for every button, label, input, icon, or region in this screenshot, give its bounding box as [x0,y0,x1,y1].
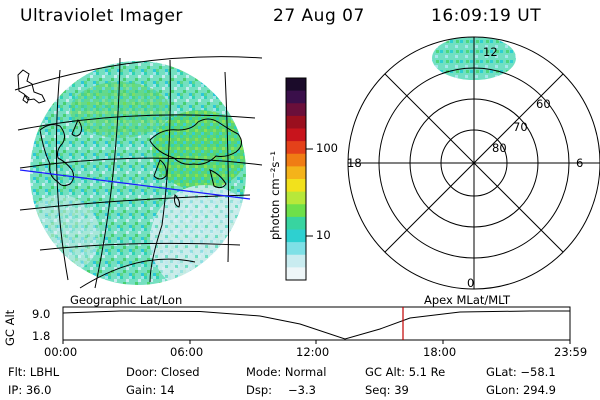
colorbar-cell [286,242,306,256]
dsp-label: Dsp: [246,383,273,397]
mlt-label-6: 6 [576,156,584,170]
colorbar-cell [286,166,306,180]
colorbar-cell [286,115,306,129]
x-tick-0000: 00:00 [44,345,78,359]
gc-alt-readout: GC Alt: 5.1 Re [365,365,446,379]
mlt-label-18: 18 [347,156,362,170]
y-tick-9: 9.0 [32,307,51,321]
colorbar-cell [286,179,306,193]
x-tick-1200: 12:00 [296,345,330,359]
latlon-grid [14,56,263,289]
observation-time: 16:09:19 UT [431,6,542,26]
y-tick-1-8: 1.8 [32,329,51,343]
mlt-label-0: 0 [467,276,475,290]
x-tick-1800: 18:00 [423,345,457,359]
colorbar-cell [286,229,306,243]
gain-readout: Gain: 14 [126,383,175,397]
filter-readout: Flt: LBHL [8,365,60,379]
mode-readout: Mode: Normal [246,365,327,379]
satellite-track-line [19,169,251,200]
x-tick-0600: 06:00 [170,345,204,359]
glat-readout: GLat: −58.1 [486,365,556,379]
mlt-label-12: 12 [483,45,498,59]
colorbar-cell [286,78,306,92]
door-readout: Door: Closed [126,365,200,379]
mlat-label-80: 80 [492,141,507,155]
colorbar-cell [286,216,306,230]
colorbar-cell [286,153,306,167]
instrument-title: Ultraviolet Imager [20,6,183,26]
glon-readout: GLon: 294.9 [486,383,556,397]
apex-mlat-mlt-title: Apex MLat/MLT [424,293,511,307]
colorbar-cell [286,90,306,104]
ip-readout: IP: 36.0 [8,383,52,397]
colorbar-cell [286,103,306,117]
colorbar-cell [286,204,306,218]
x-tick-2359: 23:59 [554,345,588,359]
seq-readout: Seq: 39 [365,383,409,397]
altitude-curve [62,310,570,340]
mlat-label-70: 70 [513,120,528,134]
colorbar-cell [286,128,306,142]
geographic-latlon-title: Geographic Lat/Lon [70,293,183,307]
colorbar-cell [286,191,306,205]
dsp-value: −3.3 [288,383,316,397]
colorbar-cell [286,254,306,268]
observation-date: 27 Aug 07 [273,6,365,26]
colorbar-cell [286,267,306,281]
colorbar-cell [286,141,306,155]
mlat-label-60: 60 [536,97,551,111]
coastline-outlines [17,69,242,208]
colorbar-tick-10: 10 [316,228,331,242]
colorbar-tick-100: 100 [316,141,338,155]
